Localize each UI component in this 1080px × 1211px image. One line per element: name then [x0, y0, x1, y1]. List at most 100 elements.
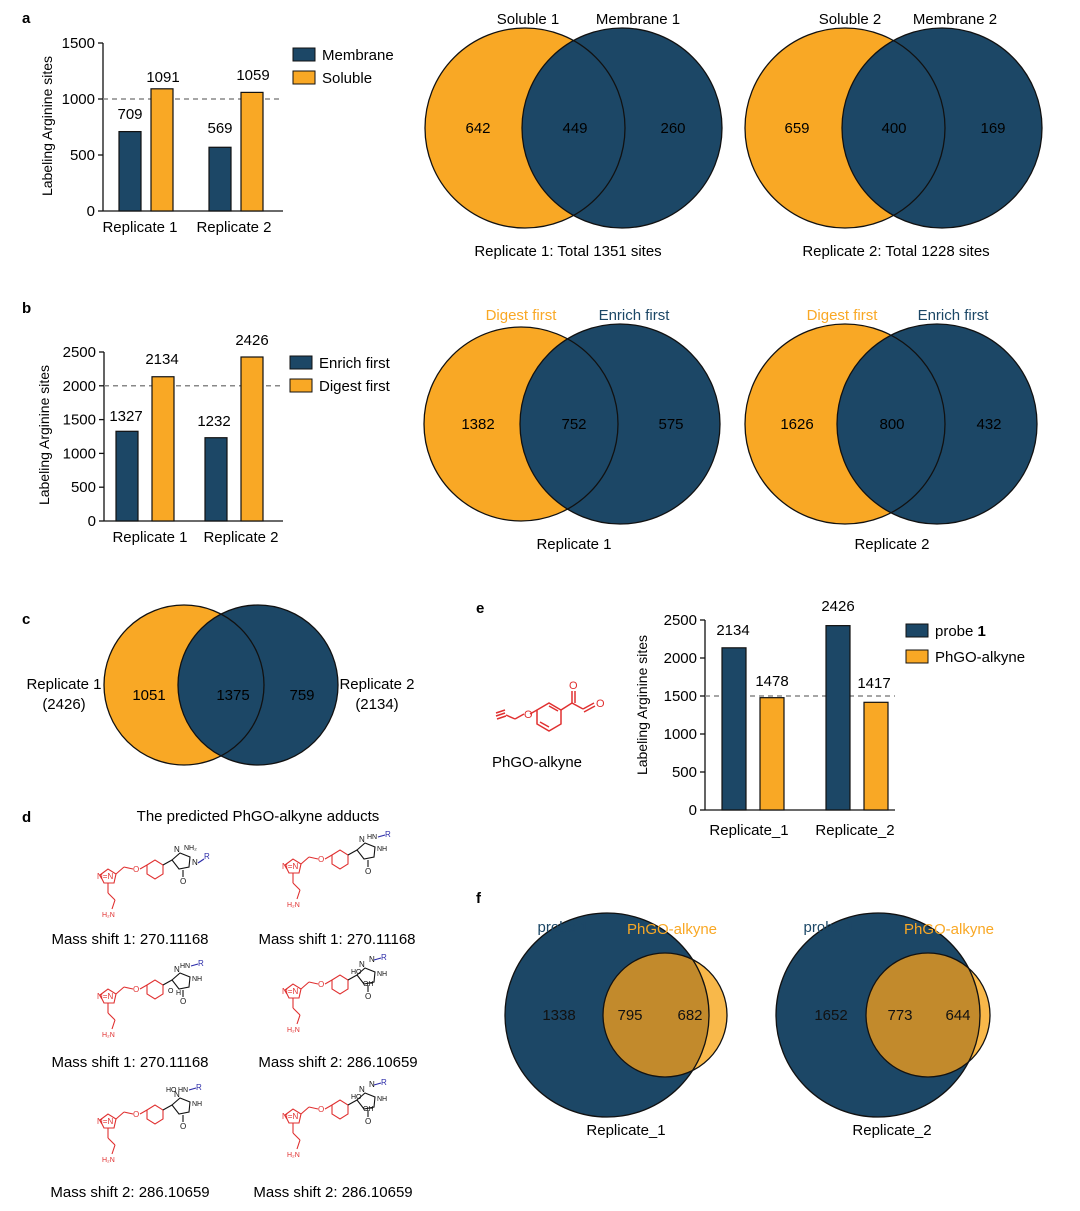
- svg-text:O: O: [365, 992, 371, 1001]
- venn-caption: Replicate_1: [586, 1122, 665, 1139]
- venn-b-2: Digest first Enrich first 1626 800 432 R…: [744, 307, 1038, 553]
- bar-value-label-a-1: 709: [117, 106, 142, 123]
- y-tick-label: 0: [88, 513, 96, 530]
- svg-text:N=N: N=N: [97, 1117, 113, 1126]
- svg-text:H₂N: H₂N: [102, 1032, 115, 1039]
- svg-text:OH: OH: [363, 1106, 374, 1113]
- x-tick-label-e-1: Replicate_1: [709, 822, 788, 839]
- bar-chart-e: Labeling Arginine sites Replicate_1 Repl…: [634, 598, 895, 839]
- svg-text:NH: NH: [192, 976, 202, 983]
- panel-label-a: a: [22, 10, 31, 27]
- x-tick-label-b-2: Replicate 2: [203, 529, 278, 546]
- bar-value-label-b-2: 2134: [145, 351, 178, 368]
- venn-count-right: 759: [289, 687, 314, 704]
- venn-title-right: Enrich first: [918, 307, 990, 324]
- venn-c: Replicate 1 (2426) Replicate 2 (2134) 10…: [26, 604, 415, 766]
- y-tick-label: 1000: [63, 445, 96, 462]
- bar-membrane-1: [118, 130, 142, 212]
- svg-text:HO: HO: [166, 1087, 177, 1094]
- bar-phgo-alkyne-1: [759, 697, 785, 811]
- y-tick-label: 2500: [63, 344, 96, 361]
- bar-value-label-e-4: 1417: [857, 675, 890, 692]
- y-tick-label: 1500: [63, 412, 96, 429]
- venn-count-right: 644: [945, 1007, 970, 1024]
- legend-label-membrane: Membrane: [322, 47, 394, 64]
- bar-phgo-alkyne-2: [863, 701, 889, 811]
- svg-text:HN: HN: [367, 834, 377, 841]
- svg-text:O: O: [133, 865, 139, 874]
- svg-text:O: O: [318, 855, 324, 864]
- y-tick-label: 500: [672, 764, 697, 781]
- venn-count-total-left: (2426): [42, 696, 85, 713]
- venn-caption: Replicate 2: Total 1228 sites: [802, 243, 989, 260]
- bar-value-label-b-3: 1232: [197, 413, 230, 430]
- venn-title-right: PhGO-alkyne: [627, 921, 717, 938]
- panel-label-b: b: [22, 300, 31, 317]
- bar-chart-b: Labeling Arginine sites Replicate 1 Repl…: [36, 332, 283, 546]
- venn-count-total-right: (2134): [355, 696, 398, 713]
- svg-text:N: N: [369, 1080, 375, 1089]
- venn-overlap: [603, 953, 709, 1077]
- svg-text:OH: OH: [363, 981, 374, 988]
- svg-text:H₂N: H₂N: [287, 1152, 300, 1159]
- venn-count-left: 1626: [780, 416, 813, 433]
- venn-title-right: Membrane 1: [596, 11, 680, 28]
- legend-b: Enrich first Digest first: [289, 355, 391, 395]
- bar-soluble-2: [240, 91, 264, 212]
- bar-value-label-b-1: 1327: [109, 408, 142, 425]
- svg-text:N: N: [359, 1085, 365, 1094]
- venn-count-left: 1051: [132, 687, 165, 704]
- y-axis-label-a: Labeling Arginine sites: [39, 56, 55, 196]
- svg-text:NH: NH: [377, 1096, 387, 1103]
- venn-count-overlap: 800: [879, 416, 904, 433]
- legend-label-probe-1: probe 1: [935, 623, 986, 640]
- phgo-alkyne-structure: O O O PhGO-alkyne: [492, 680, 605, 771]
- panel-label-e: e: [476, 600, 484, 617]
- svg-text:O: O: [180, 997, 186, 1006]
- y-tick-label: 1500: [664, 688, 697, 705]
- svg-text:O: O: [318, 1105, 324, 1114]
- venn-count-left: 642: [465, 120, 490, 137]
- venn-caption: Replicate_2: [852, 1122, 931, 1139]
- y-tick-label: 1000: [62, 91, 95, 108]
- venn-count-overlap: 752: [561, 416, 586, 433]
- svg-text:N: N: [359, 835, 365, 844]
- molecule-name-label: PhGO-alkyne: [492, 754, 582, 771]
- svg-text:NH: NH: [377, 971, 387, 978]
- svg-text:N: N: [369, 955, 375, 964]
- venn-count-left: 1652: [814, 1007, 847, 1024]
- venn-count-overlap: 449: [562, 120, 587, 137]
- venn-title-right: Membrane 2: [913, 11, 997, 28]
- bar-value-label-a-3: 569: [207, 120, 232, 137]
- y-tick-label: 500: [71, 479, 96, 496]
- venn-f-1: probe 1 PhGO-alkyne 1338 795 682 Replica…: [504, 912, 728, 1139]
- svg-text:O: O: [365, 1117, 371, 1126]
- legend-swatch-enrich-first: [289, 355, 313, 370]
- legend-swatch-digest-first: [289, 378, 313, 393]
- bar-enrich-first-2: [204, 437, 228, 522]
- svg-text:R: R: [204, 852, 210, 861]
- svg-text:O: O: [180, 1122, 186, 1131]
- venn-circle-enrich-first-2: [837, 324, 1037, 524]
- bar-probe-1-1: [721, 647, 747, 811]
- mass-shift-caption-2: Mass shift 1: 270.11168: [258, 931, 415, 948]
- adduct-structure-5: N=N O O H₂N NHO HN R NH: [97, 1083, 202, 1164]
- bar-digest-first-2: [240, 356, 264, 522]
- legend-label-soluble: Soluble: [322, 70, 372, 87]
- panel-label-f: f: [476, 890, 482, 907]
- bar-chart-a: Labeling Arginine sites Replicate 1 Repl…: [39, 35, 283, 236]
- legend-swatch-probe-1: [905, 623, 929, 638]
- svg-text:R: R: [381, 1078, 387, 1087]
- x-tick-label-e-2: Replicate_2: [815, 822, 894, 839]
- svg-text:H₂N: H₂N: [102, 912, 115, 919]
- venn-count-right: 575: [658, 416, 683, 433]
- venn-caption: Replicate 1: [536, 536, 611, 553]
- svg-text:H₂N: H₂N: [287, 902, 300, 909]
- venn-count-overlap: 400: [881, 120, 906, 137]
- mass-shift-caption-3: Mass shift 1: 270.11168: [51, 1054, 208, 1071]
- mass-shift-caption-5: Mass shift 2: 286.10659: [50, 1184, 209, 1201]
